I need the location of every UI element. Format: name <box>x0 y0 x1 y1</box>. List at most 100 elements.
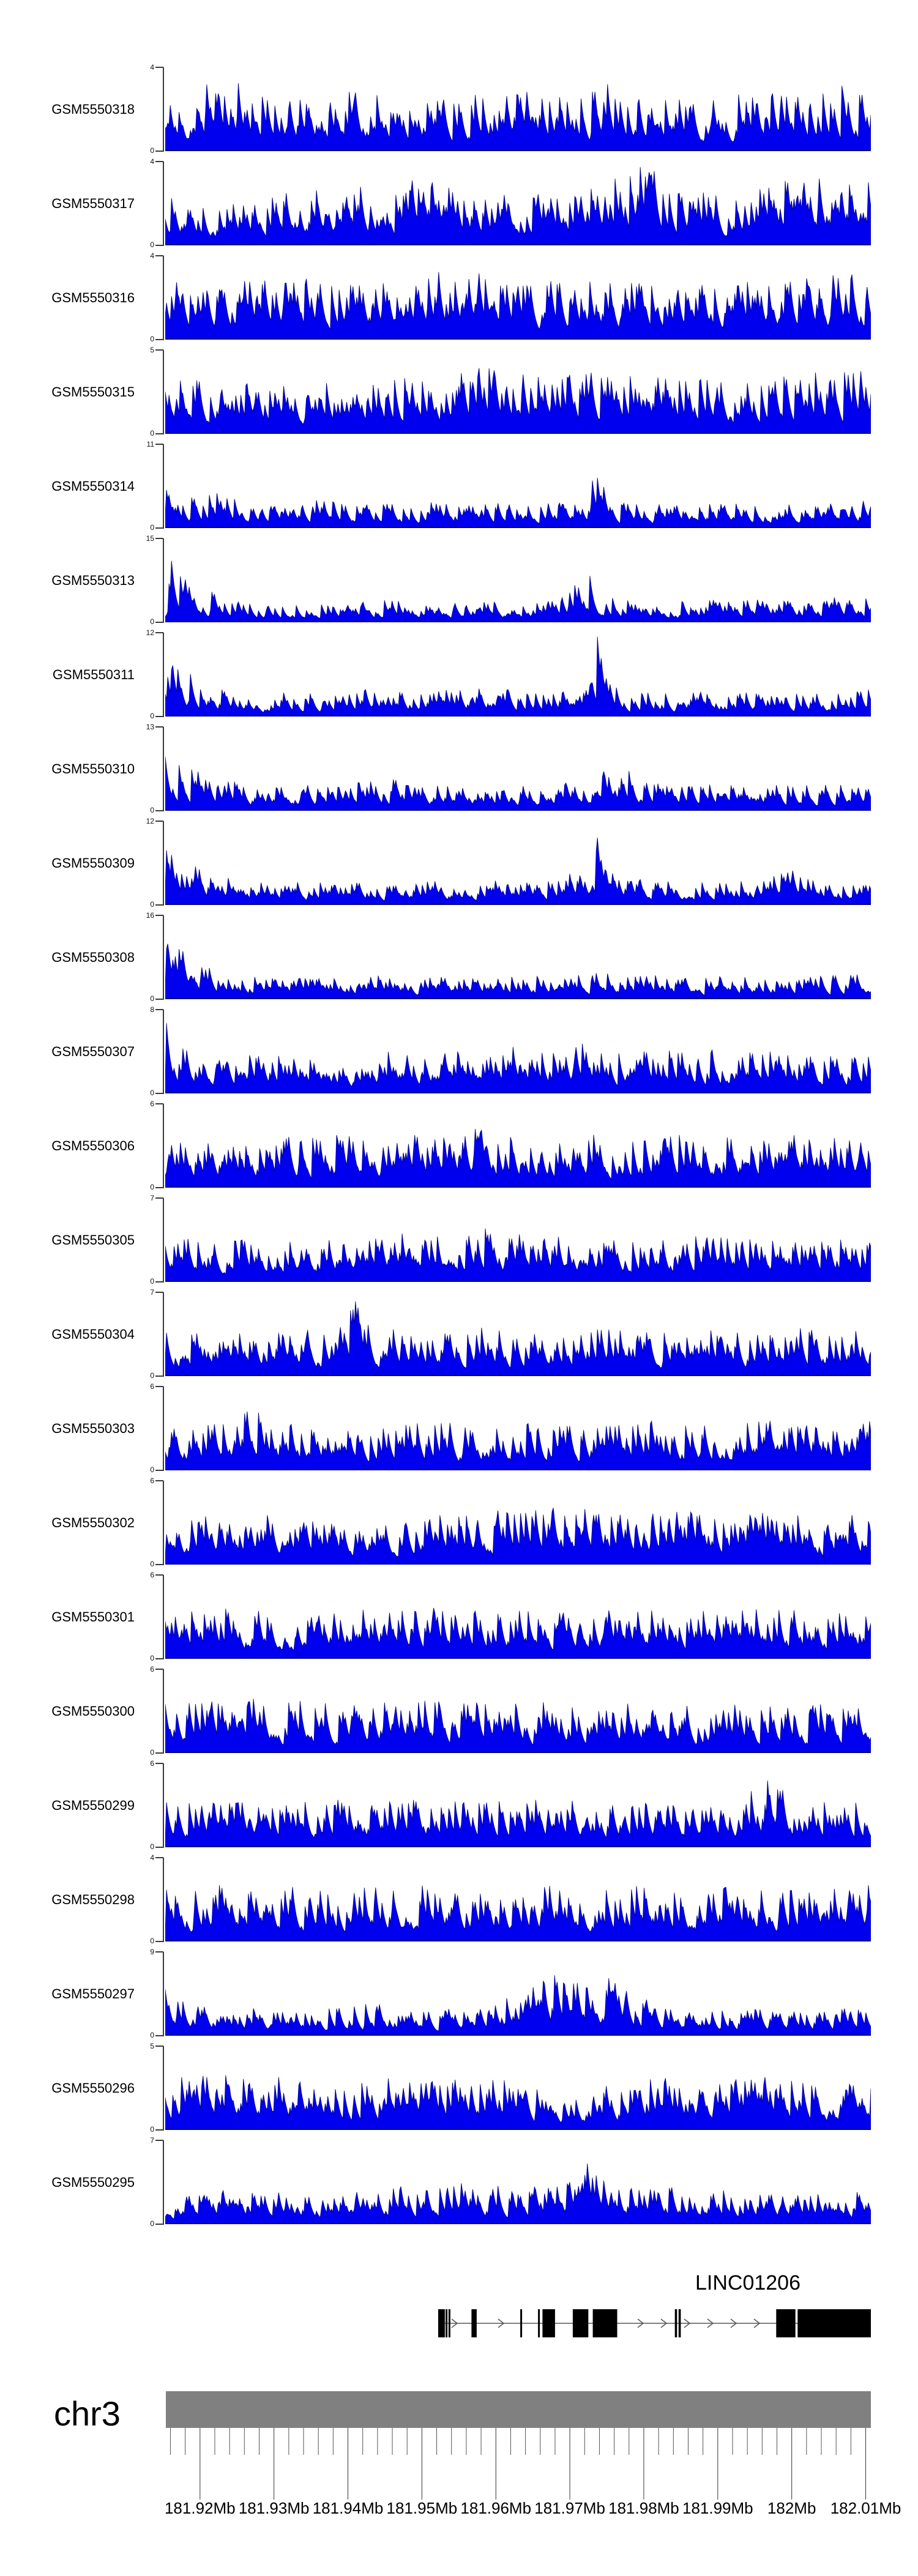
signal-area <box>165 1411 871 1470</box>
yaxis-line <box>163 2046 164 2131</box>
yaxis-zero-label: 0 <box>150 1654 154 1662</box>
strand-arrow-icon <box>753 2318 761 2328</box>
yaxis-max-label: 7 <box>150 2136 154 2145</box>
yaxis-zero-label: 0 <box>150 1842 154 1851</box>
signal-area <box>165 167 871 245</box>
yaxis-bottom-tick <box>155 1375 163 1377</box>
coverage-signal-GSM5550308 <box>165 944 871 999</box>
yaxis-top-tick <box>155 821 163 822</box>
strand-arrow-icon <box>730 2318 737 2328</box>
signal-baseline <box>165 998 871 999</box>
signal-area <box>165 2163 871 2224</box>
yaxis-bottom-tick <box>155 999 163 1000</box>
track-label: GSM5550295 <box>51 2174 135 2190</box>
yaxis-top-tick <box>155 1763 163 1764</box>
yaxis-max-label: 6 <box>150 1665 154 1673</box>
signal-baseline <box>165 1375 871 1376</box>
yaxis-top-tick <box>155 632 163 633</box>
yaxis-top-tick <box>155 1197 163 1199</box>
yaxis-zero-label: 0 <box>150 1748 154 1757</box>
axis-tick-label: 181.99Mb <box>682 2499 753 2517</box>
coverage-signal-GSM5550302 <box>165 1508 871 1565</box>
track-label: GSM5550310 <box>51 761 135 776</box>
signal-area <box>165 368 871 434</box>
yaxis-bottom-tick <box>155 339 163 340</box>
yaxis-bottom-tick <box>155 1093 163 1094</box>
yaxis-max-label: 4 <box>150 63 154 72</box>
gene-exon <box>538 2309 540 2337</box>
axis-tick-label: 181.97Mb <box>534 2499 605 2517</box>
yaxis-bottom-tick <box>155 527 163 529</box>
signal-baseline <box>165 904 871 905</box>
axis-tick-label: 181.92Mb <box>165 2499 236 2517</box>
yaxis-top-tick <box>155 255 163 256</box>
yaxis-zero-label: 0 <box>150 712 154 720</box>
yaxis-line <box>163 821 164 906</box>
yaxis-top-tick <box>155 538 163 539</box>
yaxis-bottom-tick <box>155 1941 163 1942</box>
track-label: GSM5550301 <box>51 1609 135 1625</box>
gene-exon <box>592 2309 618 2337</box>
signal-baseline <box>165 715 871 717</box>
yaxis-top-tick <box>155 1857 163 1858</box>
track-label: GSM5550303 <box>51 1420 135 1436</box>
yaxis-line <box>163 1858 164 1942</box>
yaxis-top-tick <box>155 1292 163 1293</box>
signal-baseline <box>165 2223 871 2224</box>
yaxis-top-tick <box>155 67 163 68</box>
yaxis-max-label: 12 <box>146 817 154 825</box>
yaxis-zero-label: 0 <box>150 2125 154 2134</box>
yaxis-zero-label: 0 <box>150 1560 154 1568</box>
coverage-signal-GSM5550297 <box>165 1975 871 2036</box>
track-label: GSM5550306 <box>51 1137 135 1153</box>
track-label: GSM5550315 <box>51 384 135 400</box>
chromosome-bar <box>166 2391 871 2428</box>
yaxis-bottom-tick <box>155 2224 163 2225</box>
signal-baseline <box>165 244 871 245</box>
signal-baseline <box>165 1658 871 1659</box>
signal-area <box>165 944 871 999</box>
signal-baseline <box>165 1752 871 1753</box>
signal-area <box>165 1975 871 2036</box>
yaxis-max-label: 13 <box>146 723 154 731</box>
yaxis-zero-label: 0 <box>150 2219 154 2228</box>
signal-baseline <box>165 1846 871 1847</box>
yaxis-line <box>163 444 164 529</box>
signal-area <box>165 1508 871 1565</box>
yaxis-zero-label: 0 <box>150 1371 154 1380</box>
track-label: GSM5550299 <box>51 1797 135 1813</box>
yaxis-max-label: 4 <box>150 1853 154 1862</box>
gene-exon <box>471 2309 477 2337</box>
coverage-signal-GSM5550295 <box>165 2163 871 2224</box>
yaxis-max-label: 9 <box>150 1948 154 1956</box>
yaxis-zero-label: 0 <box>150 2031 154 2039</box>
yaxis-top-tick <box>155 726 163 728</box>
track-label: GSM5550300 <box>51 1703 135 1719</box>
track-label: GSM5550304 <box>51 1326 135 1342</box>
strand-arrow-icon <box>684 2318 691 2328</box>
yaxis-bottom-tick <box>155 810 163 811</box>
yaxis-max-label: 6 <box>150 1100 154 1108</box>
track-label: GSM5550298 <box>51 1891 135 1907</box>
yaxis-line <box>163 1010 164 1094</box>
yaxis-zero-label: 0 <box>150 429 154 437</box>
axis-tick-label: 181.94Mb <box>313 2499 384 2517</box>
signal-baseline <box>165 1092 871 1093</box>
yaxis-top-tick <box>155 349 163 351</box>
track-label: GSM5550302 <box>51 1514 135 1530</box>
coverage-signal-GSM5550306 <box>165 1128 871 1188</box>
signal-area <box>165 1885 871 1941</box>
signal-baseline <box>165 1281 871 1282</box>
track-label: GSM5550313 <box>51 572 135 588</box>
strand-arrow-icon <box>637 2318 644 2328</box>
signal-area <box>165 272 871 340</box>
coverage-signal-GSM5550317 <box>165 167 871 245</box>
yaxis-line <box>163 538 164 623</box>
signal-baseline <box>165 2129 871 2130</box>
gene-exon <box>446 2309 448 2337</box>
yaxis-top-tick <box>155 1951 163 1952</box>
track-label: GSM5550296 <box>51 2080 135 2096</box>
coverage-signal-GSM5550318 <box>165 83 871 151</box>
coverage-signal-GSM5550309 <box>165 837 871 905</box>
